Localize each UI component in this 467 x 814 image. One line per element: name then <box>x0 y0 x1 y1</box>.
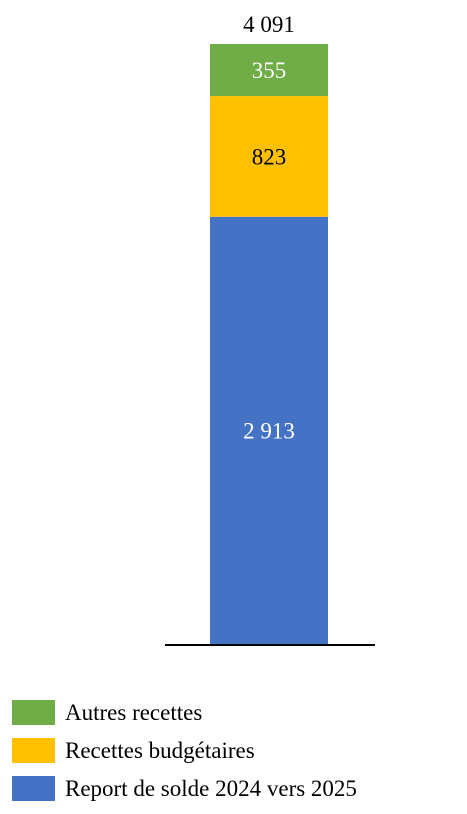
legend-item-recettes-budgetaires: Recettes budgétaires <box>12 731 462 769</box>
legend-item-autres-recettes: Autres recettes <box>12 693 462 731</box>
legend-label: Report de solde 2024 vers 2025 <box>65 775 357 801</box>
legend-item-report-de-solde: Report de solde 2024 vers 2025 <box>12 769 462 807</box>
bar-segment <box>210 96 328 217</box>
data-label: 355 <box>252 58 287 83</box>
chart-legend: Autres recettes Recettes budgétaires Rep… <box>12 693 462 807</box>
data-label: 823 <box>252 144 287 169</box>
legend-swatch <box>12 737 55 763</box>
bar-segment <box>210 44 328 97</box>
stacked-bar-chart: 2 913 823 355 4 091 <box>165 12 375 646</box>
bar-segment <box>210 216 328 644</box>
legend-swatch <box>12 775 55 801</box>
total-label: 4 091 <box>243 12 295 37</box>
legend-label: Recettes budgétaires <box>65 737 255 763</box>
data-label: 2 913 <box>243 418 295 443</box>
legend-swatch <box>12 699 55 725</box>
legend-label: Autres recettes <box>65 699 203 725</box>
